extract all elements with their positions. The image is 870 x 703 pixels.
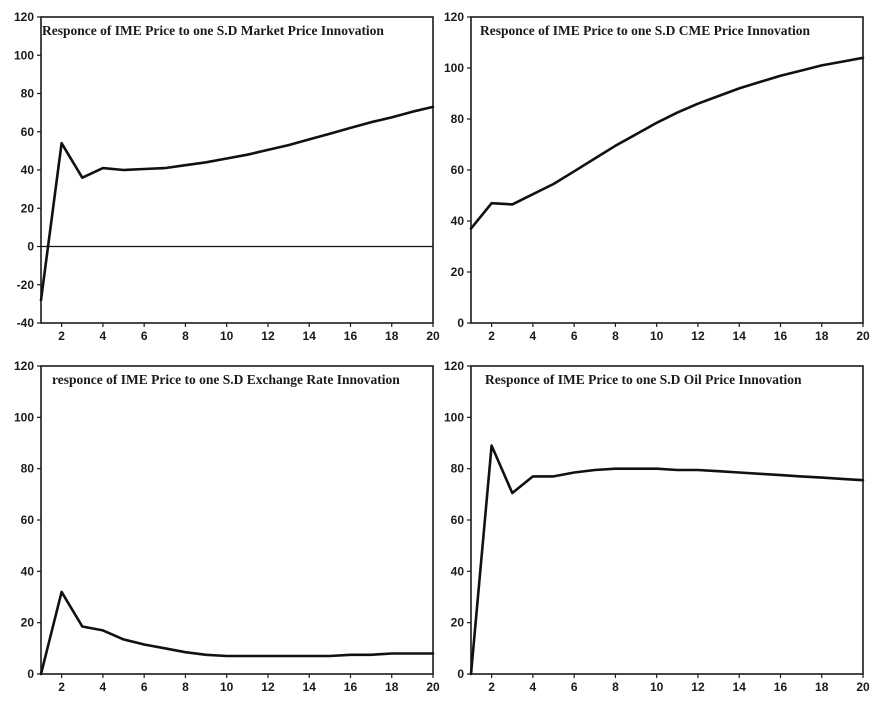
x-tick-label: 6 — [571, 680, 578, 694]
y-tick-label: 120 — [14, 359, 34, 373]
x-tick-label: 16 — [344, 680, 358, 694]
y-tick-label: 0 — [457, 667, 464, 681]
chart-panel-2: 0 20 40 60 80 100 120 2 4 6 8 10 12 14 16 18 20 Responce … — [444, 10, 870, 343]
response-line-1 — [469, 444, 865, 676]
x-tick-label: 4 — [530, 680, 537, 694]
response-line-1 — [39, 105, 435, 302]
y-tick-label: 40 — [21, 564, 35, 578]
x-tick-label: 10 — [220, 329, 234, 343]
chart-title: Responce of IME Price to one S.D CME Pri… — [480, 23, 810, 38]
y-tick-label: 80 — [21, 87, 35, 101]
x-tick-label: 8 — [182, 329, 189, 343]
response-line-1 — [39, 590, 435, 676]
y-tick-label: 120 — [444, 359, 464, 373]
x-tick-label: 6 — [571, 329, 578, 343]
y-tick-label: 0 — [27, 667, 34, 681]
x-tick-label: 18 — [385, 680, 399, 694]
x-tick-label: 18 — [815, 680, 829, 694]
y-tick-label: 100 — [444, 410, 464, 424]
plot-frame — [470, 365, 864, 675]
y-tick-label: 80 — [451, 112, 465, 126]
x-tick-label: 10 — [650, 329, 664, 343]
x-tick-label: 8 — [612, 329, 619, 343]
x-tick-label: 18 — [385, 329, 399, 343]
y-tick-label: 20 — [451, 616, 465, 630]
x-tick-label: 20 — [426, 680, 440, 694]
x-tick-label: 10 — [650, 680, 664, 694]
y-tick-label: 120 — [14, 10, 34, 24]
y-tick-label: 20 — [21, 201, 35, 215]
y-tick-label: 40 — [21, 163, 35, 177]
y-tick-label: 20 — [21, 616, 35, 630]
x-tick-label: 14 — [303, 329, 317, 343]
y-tick-label: 60 — [21, 513, 35, 527]
x-tick-label: 20 — [426, 329, 440, 343]
y-tick-label: -40 — [17, 316, 35, 330]
x-tick-label: 20 — [856, 329, 870, 343]
y-tick-label: -20 — [17, 278, 35, 292]
y-tick-label: 100 — [14, 48, 34, 62]
x-tick-label: 20 — [856, 680, 870, 694]
plot-frame — [40, 365, 434, 675]
plot-frame — [470, 16, 864, 324]
chart-panel-4: 0 20 40 60 80 100 120 2 4 6 8 10 12 14 16 18 20 Responce … — [444, 359, 870, 694]
y-tick-label: 80 — [21, 462, 35, 476]
x-tick-label: 12 — [261, 680, 275, 694]
y-tick-label: 60 — [451, 513, 465, 527]
x-tick-label: 2 — [58, 680, 65, 694]
chart-panel-3: 0 20 40 60 80 100 120 2 4 6 8 10 12 14 16 18 20 responce … — [14, 359, 440, 694]
x-tick-label: 6 — [141, 329, 148, 343]
x-tick-label: 16 — [344, 329, 358, 343]
x-tick-label: 2 — [488, 329, 495, 343]
x-tick-label: 4 — [100, 329, 107, 343]
x-tick-label: 2 — [58, 329, 65, 343]
x-tick-label: 12 — [691, 680, 705, 694]
chart-title: responce of IME Price to one S.D Exchang… — [52, 372, 400, 387]
response-line-1 — [469, 56, 865, 230]
x-tick-label: 6 — [141, 680, 148, 694]
x-tick-label: 16 — [774, 329, 788, 343]
x-tick-label: 8 — [612, 680, 619, 694]
y-tick-label: 100 — [444, 61, 464, 75]
x-tick-label: 18 — [815, 329, 829, 343]
x-tick-label: 12 — [691, 329, 705, 343]
x-tick-label: 14 — [733, 680, 747, 694]
y-tick-label: 80 — [451, 462, 465, 476]
y-tick-label: 100 — [14, 410, 34, 424]
x-tick-label: 14 — [303, 680, 317, 694]
y-tick-label: 60 — [451, 163, 465, 177]
x-tick-label: 16 — [774, 680, 788, 694]
x-tick-label: 10 — [220, 680, 234, 694]
y-tick-label: 40 — [451, 214, 465, 228]
chart-title: Responce of IME Price to one S.D Oil Pri… — [485, 372, 802, 387]
chart-title: Responce of IME Price to one S.D Market … — [42, 23, 384, 38]
y-tick-label: 0 — [457, 316, 464, 330]
x-tick-label: 12 — [261, 329, 275, 343]
y-tick-label: 0 — [27, 240, 34, 254]
y-tick-label: 60 — [21, 125, 35, 139]
y-tick-label: 40 — [451, 564, 465, 578]
chart-panel-1: -40 -20 0 20 40 60 80 100 120 2 4 6 8 10 12 14 16 18 20 Res… — [14, 10, 440, 343]
y-tick-label: 20 — [451, 265, 465, 279]
x-tick-label: 4 — [100, 680, 107, 694]
x-tick-label: 4 — [530, 329, 537, 343]
x-tick-label: 2 — [488, 680, 495, 694]
x-tick-label: 14 — [733, 329, 747, 343]
y-tick-label: 120 — [444, 10, 464, 24]
x-tick-label: 8 — [182, 680, 189, 694]
